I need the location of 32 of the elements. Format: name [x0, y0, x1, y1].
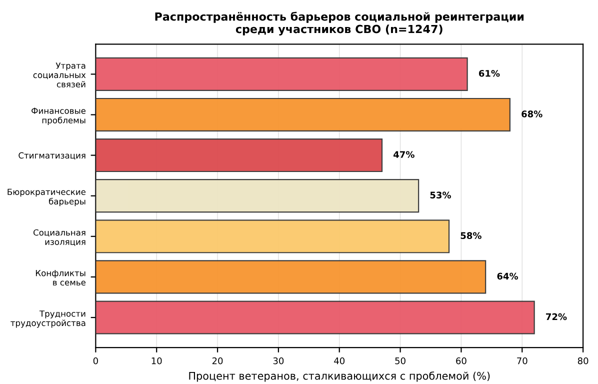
data-label: 53%: [430, 192, 451, 198]
x-axis-title: Процент ветеранов, сталкивающихся с проблемой (%): [189, 372, 490, 382]
y-tick-label: Финансовые проблемы: [32, 108, 86, 126]
x-tick-label: 80: [578, 357, 588, 364]
x-tick-label: 20: [212, 357, 223, 364]
y-tick-label: Конфликты в семье: [36, 270, 86, 286]
x-tick-label: 40: [334, 357, 345, 364]
y-tick-label: Утрата социальных связей: [33, 62, 86, 88]
data-label: 47%: [394, 151, 414, 158]
data-label: 72%: [546, 313, 567, 320]
x-tick-label: 50: [395, 357, 406, 364]
data-label: 64%: [497, 272, 518, 280]
bar: [96, 260, 486, 294]
x-tick-label: 70: [517, 357, 528, 364]
x-tick-label: 60: [456, 357, 466, 364]
y-tick-label: Трудности трудоустройства: [10, 310, 86, 328]
y-tick-label: Стигматизация: [18, 152, 86, 160]
bar: [96, 98, 510, 132]
y-tick-label: Социальная изоляция: [34, 229, 86, 246]
y-tick-label: Бюрократические барьеры: [8, 188, 86, 206]
x-tick-label: 10: [152, 357, 162, 364]
data-label: 68%: [522, 110, 542, 118]
bar: [96, 57, 468, 91]
bar: [96, 300, 535, 334]
data-label: 61%: [478, 70, 500, 77]
x-tick-label: 30: [273, 357, 284, 364]
x-tick-label: 0: [93, 357, 98, 364]
bar: [96, 138, 383, 172]
chart-title: Распространённость барьеров социальной реинтеграции среди участников СВО (n=1247): [155, 12, 524, 36]
bar: [96, 179, 420, 213]
bar: [96, 220, 450, 254]
data-label: 58%: [460, 232, 482, 240]
